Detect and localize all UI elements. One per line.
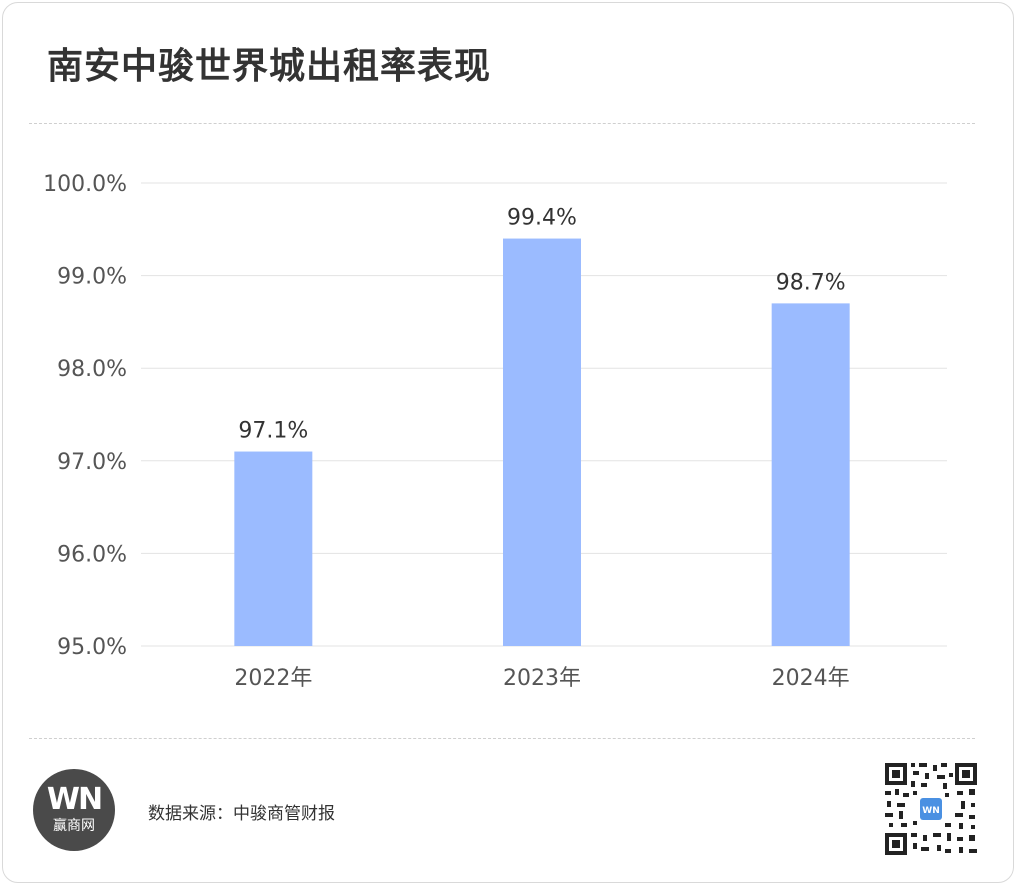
chart-title: 南安中骏世界城出租率表现: [47, 46, 492, 87]
y-tick-label: 99.0%: [57, 265, 127, 290]
data-source: 数据来源：中骏商管财报: [148, 804, 335, 824]
bottom-divider: [29, 738, 975, 739]
bar-chart: 95.0% 96.0% 97.0% 98.0% 99.0% 100.0% 97.1% 2022…: [43, 172, 947, 691]
logo-mark: WN: [46, 782, 103, 817]
bar: [503, 238, 581, 646]
bar: [771, 303, 850, 646]
y-tick-label: 100.0%: [43, 172, 127, 197]
y-tick-label: 95.0%: [57, 635, 127, 660]
bar-value-label: 99.4%: [507, 206, 577, 231]
winshang-logo: WN 赢商网: [33, 769, 115, 851]
bar-value-label: 98.7%: [776, 270, 846, 295]
logo-name: 赢商网: [53, 818, 95, 834]
qr-code-icon: WN: [883, 761, 979, 857]
y-tick-label: 97.0%: [57, 450, 127, 475]
y-tick-label: 98.0%: [57, 357, 127, 382]
y-tick-label: 96.0%: [57, 542, 127, 567]
x-tick-label: 2022年: [234, 666, 312, 691]
qr-logo-text: WN: [922, 806, 939, 816]
bar-value-label: 97.1%: [238, 419, 308, 444]
top-divider: [29, 123, 975, 124]
x-tick-label: 2024年: [772, 666, 850, 691]
x-tick-label: 2023年: [503, 666, 581, 691]
bar: [234, 451, 313, 646]
